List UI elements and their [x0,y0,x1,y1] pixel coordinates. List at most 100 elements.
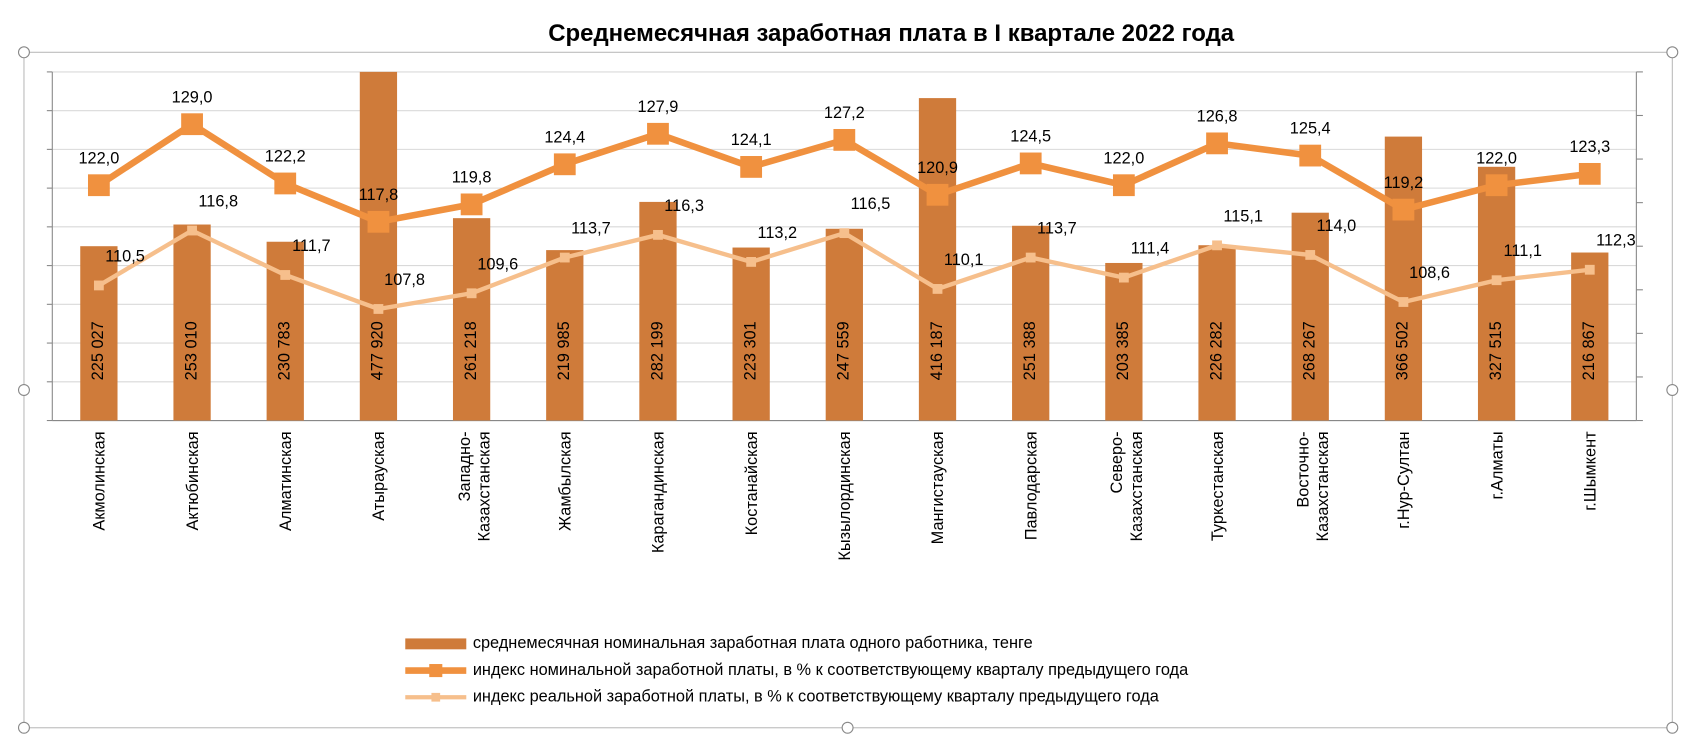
legend-marker [431,692,441,702]
line-value-label: 122,0 [1103,149,1144,167]
line-value-label: 119,2 [1384,174,1424,192]
line-value-label: 124,1 [731,131,772,149]
marker [1305,250,1316,260]
bar [1198,245,1236,421]
marker [647,122,669,145]
line-value-label: 113,7 [571,220,611,238]
x-tick-label: Западно- Казахстанская [456,431,494,541]
bar-value-label: 268 267 [1301,321,1319,380]
line-value-label: 113,7 [1037,220,1077,238]
bar-value-label: 247 559 [835,321,853,380]
x-tick-label: Атырауская [370,431,388,520]
x-tick-label: Актюбинская [184,431,202,530]
line-value-label: 129,0 [172,88,213,106]
x-tick-label: г.Алматы [1488,431,1506,499]
marker [1584,264,1595,275]
marker [1392,198,1415,221]
bar [452,218,491,421]
bar [1571,252,1609,421]
marker [460,193,483,216]
chart-title: Среднемесячная заработная плата в I квар… [548,20,1235,47]
bar [1477,166,1516,421]
bar [825,228,863,421]
x-tick-label: г.Шымкент [1581,431,1599,511]
handle [17,384,30,397]
marker [1398,297,1409,307]
marker [653,229,663,240]
bar [80,246,118,421]
line-value-label: 110,5 [105,247,145,265]
line-value-label: 123,3 [1569,138,1610,156]
line-value-label: 127,9 [638,98,679,116]
line-value-label: 124,4 [544,128,585,146]
line-value-label: 120,9 [917,159,958,177]
line-value-label: 124,5 [1010,128,1051,146]
bar-value-label: 223 301 [741,321,759,380]
marker [833,128,856,151]
line-value-label: 113,2 [757,224,797,242]
handle [1666,46,1679,59]
legend-swatch [405,638,467,650]
handle [841,721,854,734]
line-value-label: 116,3 [664,197,704,215]
line-value-label: 122,0 [78,149,119,167]
bar-value-label: 366 502 [1394,321,1412,380]
marker [1491,275,1502,286]
line-value-label: 111,7 [292,237,330,255]
bar-value-label: 282 199 [648,321,666,380]
legend-label: среднемесячная номинальная заработная пл… [473,634,1033,652]
marker [1025,252,1036,263]
line-value-label: 114,0 [1317,217,1357,235]
line-value-label: 127,2 [824,104,865,122]
legend-marker [429,664,443,678]
handle [17,721,30,734]
marker [373,304,384,314]
x-tick-label: Мангистауская [929,431,947,544]
x-tick-label: Восточно- Казахстанская [1295,431,1333,541]
marker [746,257,757,267]
handle [17,46,30,59]
handle [1666,721,1679,734]
marker [553,153,576,176]
bar-value-label: 327 515 [1487,321,1505,380]
x-tick-label: г.Нур-Султан [1395,431,1413,528]
x-tick-label: Карагандинская [650,431,668,553]
line-value-label: 126,8 [1197,108,1238,126]
x-tick-label: Акмолинская [91,431,109,530]
marker [1485,174,1508,197]
bar-value-label: 230 783 [276,321,294,380]
marker [280,270,291,280]
marker [367,210,390,233]
x-tick-label: Северо- Казахстанская [1108,431,1146,541]
marker [93,280,104,291]
line-value-label: 112,3 [1596,232,1636,250]
marker [1019,152,1042,175]
line-value-label: 122,0 [1476,149,1517,167]
line-value-label: 117,8 [359,186,399,204]
line-value-label: 116,8 [198,193,238,211]
bar [1105,262,1143,421]
x-tick-label: Туркестанская [1209,431,1227,541]
marker [1206,132,1228,155]
bar-value-label: 477 920 [369,321,387,380]
bar [1384,136,1423,421]
line-value-label: 119,8 [452,169,492,187]
bar-value-label: 225 027 [89,321,107,380]
line-value-label: 108,6 [1409,264,1450,282]
marker [559,252,570,263]
bar-value-label: 253 010 [182,321,200,380]
marker [1118,272,1129,283]
bar-value-label: 416 187 [928,321,946,380]
marker [926,183,949,206]
handle [1666,384,1679,397]
marker [87,174,110,197]
line-value-label: 115,1 [1223,207,1263,225]
bar [359,71,398,421]
bar [546,250,584,421]
line-value-label: 116,5 [851,195,891,213]
bar-value-label: 219 985 [555,321,573,380]
x-tick-label: Алматинская [277,431,295,531]
bar [173,224,211,421]
line-value-label: 107,8 [384,271,425,289]
